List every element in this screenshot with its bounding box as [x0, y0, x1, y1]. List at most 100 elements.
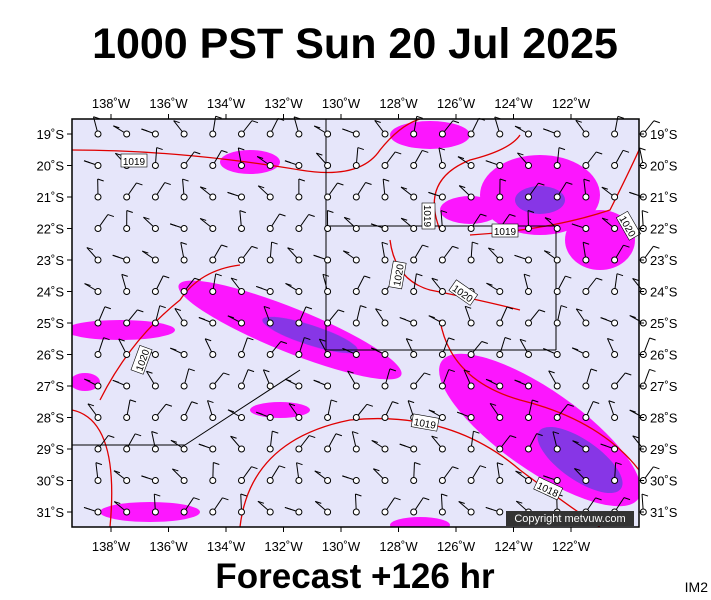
- barb-station: [611, 162, 619, 169]
- barb-station: [238, 414, 245, 421]
- barb-station: [266, 225, 274, 232]
- barb-flag: [198, 443, 205, 447]
- barb-station: [94, 319, 102, 327]
- isobar-label-box: [120, 153, 148, 168]
- barb-station: [266, 319, 274, 327]
- barb-flag: [649, 337, 656, 341]
- isobar-label: 1019: [410, 413, 440, 432]
- latitude-label-left: 29˚S: [37, 442, 65, 457]
- barb-flag: [548, 370, 555, 374]
- isobar-label-box: [130, 345, 153, 375]
- barb-flag: [422, 244, 429, 248]
- barb-station: [238, 193, 245, 201]
- barb-station: [525, 193, 532, 201]
- barb-flag: [200, 217, 207, 221]
- barb-station: [410, 319, 418, 327]
- barb-station: [352, 477, 360, 484]
- isobar-label-box: [533, 476, 564, 501]
- barb-flag: [395, 151, 402, 155]
- barb-station: [611, 193, 619, 201]
- barb-flag: [590, 368, 598, 372]
- isobar-label: 1019: [120, 153, 148, 168]
- barb-station: [209, 382, 217, 390]
- barb-flag: [191, 401, 198, 405]
- barb-flag: [136, 182, 143, 186]
- barb-flag: [480, 213, 487, 217]
- longitude-label-top: 124˚W: [494, 96, 533, 111]
- barb-flag: [247, 337, 254, 341]
- barb-flag: [170, 347, 177, 351]
- barb-flag: [313, 254, 320, 258]
- barb-station: [324, 288, 332, 295]
- barb-flag: [256, 285, 263, 289]
- barb-flag: [371, 440, 378, 443]
- barb-station: [123, 225, 131, 232]
- barb-station: [467, 414, 475, 421]
- barb-station: [180, 288, 188, 295]
- barb-flag: [485, 378, 493, 382]
- barb-flag: [137, 309, 144, 313]
- latitude-label-left: 28˚S: [37, 411, 65, 426]
- barb-flag: [227, 409, 235, 413]
- barb-flag: [574, 468, 581, 471]
- barb-flag: [173, 120, 180, 124]
- barb-flag: [221, 244, 228, 248]
- barb-flag: [343, 250, 350, 254]
- isobar-label-text: 1019: [421, 205, 432, 228]
- barb-flag: [314, 125, 321, 129]
- barb-station: [467, 319, 475, 327]
- barb-flag: [285, 378, 292, 382]
- barb-flag: [371, 347, 378, 351]
- barb-flag: [251, 245, 258, 249]
- barb-flag: [428, 191, 435, 195]
- barb-station: [611, 414, 619, 421]
- barb-flag: [515, 470, 522, 474]
- barb-station: [611, 288, 619, 295]
- copyright: Copyright metvuw.com: [514, 513, 625, 525]
- barb-flag: [108, 435, 115, 438]
- barb-station: [123, 477, 131, 484]
- barb-flag: [313, 379, 320, 383]
- barb-station: [209, 130, 217, 138]
- isobar-label: 1019: [421, 202, 436, 230]
- barb-station: [410, 477, 418, 484]
- barb-flag: [330, 399, 338, 403]
- barb-flag: [279, 465, 286, 469]
- barb-flag: [416, 115, 423, 119]
- barb-station: [496, 382, 504, 390]
- barb-flag: [188, 368, 195, 372]
- barb-station: [324, 319, 332, 327]
- barb-flag: [383, 178, 390, 182]
- barb-station: [295, 414, 303, 421]
- barb-flag: [112, 379, 119, 383]
- barb-station: [438, 351, 446, 358]
- barb-flag: [360, 305, 367, 309]
- latitude-label-left: 26˚S: [37, 348, 65, 363]
- barb-flag: [536, 433, 543, 437]
- barb-station: [611, 477, 619, 484]
- barb-station: [180, 351, 188, 358]
- barb-station: [553, 288, 561, 295]
- barb-station: [209, 319, 217, 327]
- barb-flag: [582, 241, 590, 245]
- longitude-label-top: 134˚W: [207, 96, 246, 111]
- barb-flag: [509, 213, 516, 217]
- barb-flag: [479, 465, 487, 469]
- barb-flag: [247, 369, 255, 373]
- barb-station: [582, 288, 590, 295]
- barb-flag: [653, 245, 660, 249]
- barb-station: [295, 382, 303, 390]
- barb-flag: [632, 277, 639, 281]
- barb-station: [496, 288, 504, 295]
- barb-flag: [322, 273, 330, 277]
- barb-station: [180, 256, 188, 264]
- latitude-label-left: 21˚S: [37, 190, 65, 205]
- barb-station: [381, 351, 389, 358]
- barb-station: [238, 477, 245, 484]
- barb-flag: [438, 147, 446, 151]
- isobar-label: 1020: [388, 260, 407, 290]
- longitude-label-top: 122˚W: [552, 96, 591, 111]
- barb-station: [525, 445, 532, 453]
- barb-flag: [305, 306, 313, 310]
